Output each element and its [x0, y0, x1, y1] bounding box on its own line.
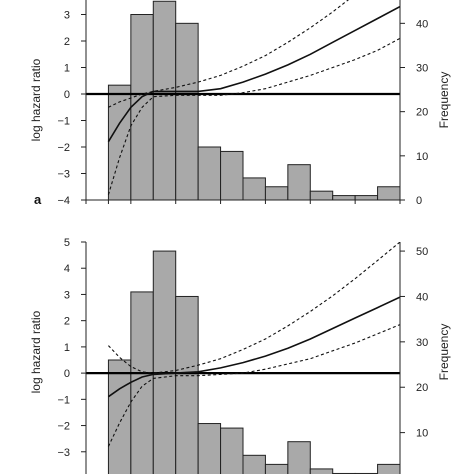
bar [175, 295, 199, 474]
left-tick-label: 0 [64, 368, 70, 380]
upper-ci-line [108, 0, 350, 108]
bar [309, 468, 334, 474]
y2-axis-title: Frequency [437, 324, 451, 381]
bar [377, 186, 400, 200]
left-tick-label: −3 [57, 447, 70, 459]
right-tick-label: 10 [416, 151, 428, 163]
left-tick-label: 1 [64, 63, 70, 75]
bar [377, 463, 400, 474]
estimate-line [107, 5, 400, 143]
bar [287, 164, 311, 200]
bar [242, 454, 266, 474]
bar [264, 463, 289, 474]
panel-label: a [34, 192, 42, 207]
left-tick-label: 0 [64, 89, 70, 101]
right-tick-label: 10 [416, 428, 428, 440]
bar [107, 359, 132, 474]
bar [197, 423, 222, 474]
spline-curves [107, 242, 400, 447]
bar [264, 186, 289, 200]
y2-axis-title: Frequency [437, 72, 451, 129]
spline-curves [107, 0, 400, 195]
bar [175, 22, 199, 200]
y-axis-title: log hazard ratio [29, 58, 43, 141]
bar [309, 190, 334, 200]
bar [220, 150, 244, 200]
left-tick-label: 1 [64, 342, 70, 354]
bar [152, 250, 177, 474]
right-tick-label: 0 [416, 195, 422, 207]
bar [197, 146, 222, 200]
right-tick-label: 30 [416, 63, 428, 75]
bar [332, 195, 356, 200]
bar [354, 195, 379, 200]
left-tick-label: −1 [57, 394, 70, 406]
left-tick-label: −4 [57, 195, 70, 207]
right-tick-label: 20 [416, 107, 428, 119]
left-tick-label: −3 [57, 169, 70, 181]
right-tick-label: 40 [416, 291, 428, 303]
lower-ci-line [107, 324, 400, 447]
left-tick-label: −2 [57, 142, 70, 154]
y-axis-title: log hazard ratio [29, 310, 43, 393]
lower-ci-line [107, 37, 400, 195]
histogram-bars [107, 0, 400, 200]
bar [287, 441, 311, 474]
panel-2: −3 −2 −1 0 1 2 3 4 5 10 20 30 40 50 log hazard ratio Fr… [29, 237, 451, 474]
left-tick-label: 3 [64, 10, 70, 22]
histogram-bars [107, 250, 400, 474]
right-tick-label: 30 [416, 337, 428, 349]
right-tick-label: 40 [416, 18, 428, 30]
bar [242, 177, 266, 200]
left-tick-label: 2 [64, 316, 70, 328]
left-tick-label: 4 [64, 263, 70, 275]
right-tick-label: 20 [416, 382, 428, 394]
left-tick-label: −1 [57, 116, 70, 128]
bar [130, 291, 154, 474]
left-tick-label: 3 [64, 289, 70, 301]
left-tick-label: 5 [64, 237, 70, 249]
estimate-line [107, 296, 400, 398]
bar [220, 427, 244, 474]
left-tick-label: 2 [64, 36, 70, 48]
left-tick-label: −2 [57, 421, 70, 433]
bar [152, 0, 177, 200]
right-tick-label: 50 [416, 246, 428, 258]
upper-ci-line [108, 242, 400, 374]
